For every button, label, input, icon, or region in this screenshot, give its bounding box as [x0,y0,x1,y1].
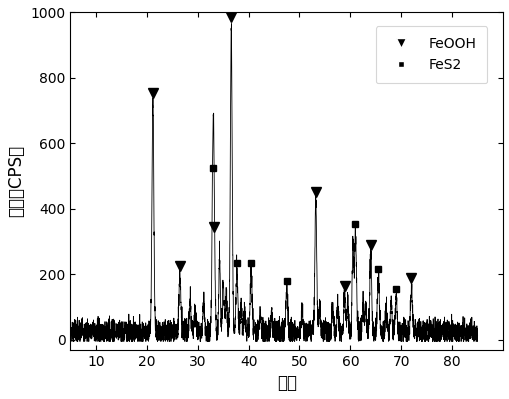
Y-axis label: 强度（CPS）: 强度（CPS） [7,145,25,217]
X-axis label: 角度: 角度 [276,374,296,392]
Legend: FeOOH, FeS2: FeOOH, FeS2 [375,26,487,83]
